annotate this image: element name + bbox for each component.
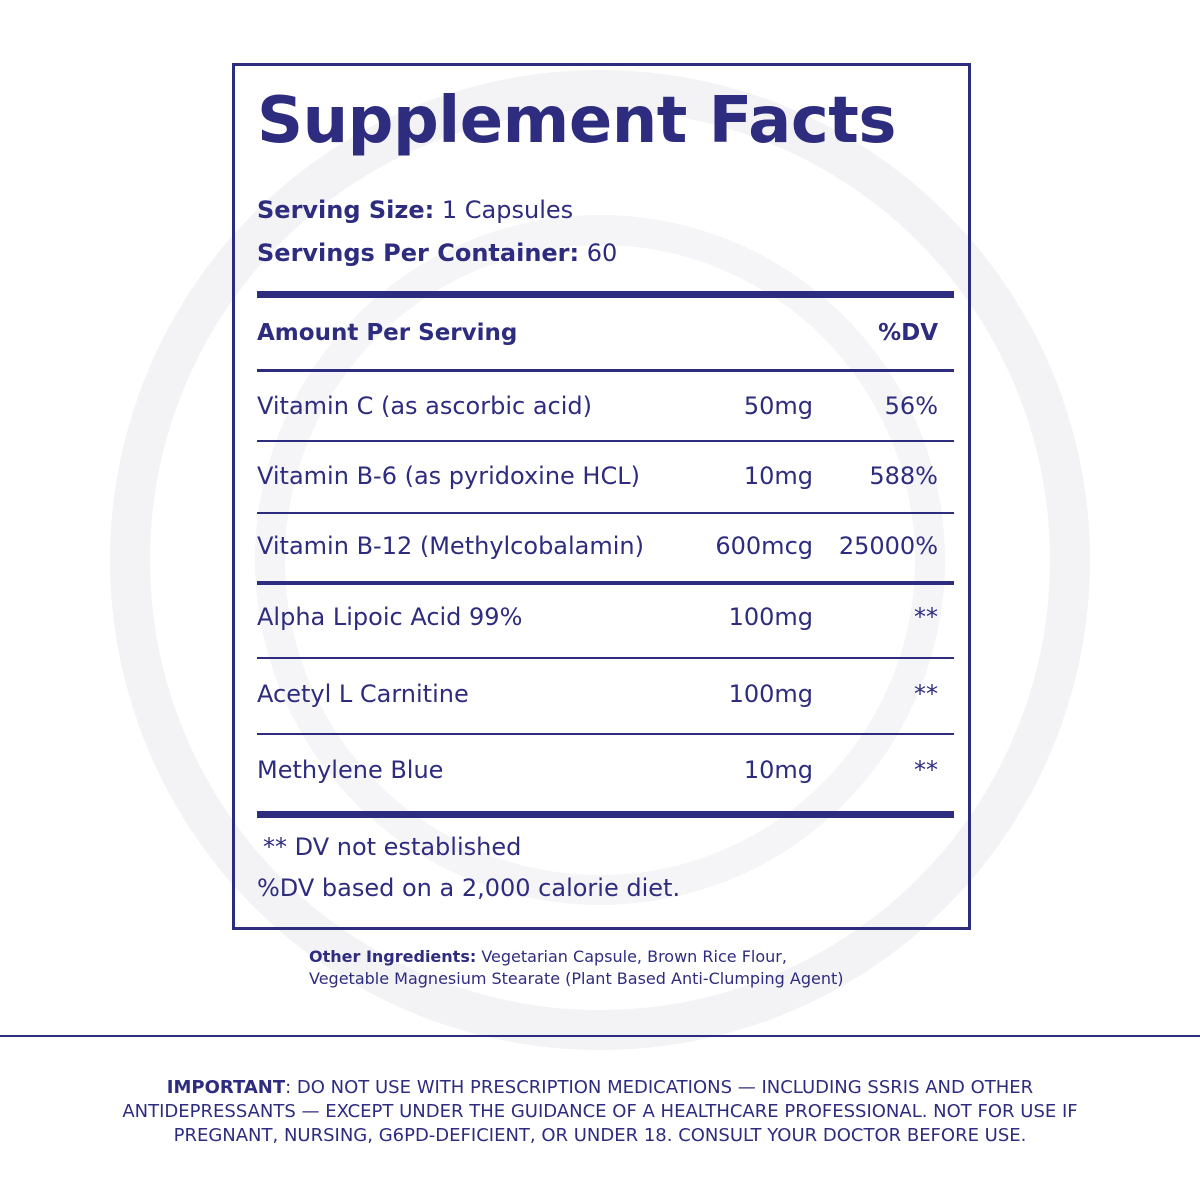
- serving-size-label: Serving Size:: [257, 196, 435, 224]
- ingredient-dv: 588%: [869, 462, 938, 490]
- ingredient-amount: 600mcg: [715, 532, 813, 560]
- dv-header: %DV: [878, 320, 938, 346]
- serving-size: Serving Size: 1 Capsules: [257, 196, 573, 224]
- ingredient-dv: **: [914, 680, 938, 708]
- warning-text: : DO NOT USE WITH PRESCRIPTION MEDICATIO…: [122, 1077, 1078, 1146]
- ingredient-amount: 10mg: [743, 756, 813, 784]
- title: Supplement Facts: [257, 84, 896, 158]
- row-rule: [257, 440, 954, 442]
- servings-value: 60: [586, 239, 618, 267]
- ingredient-name: Alpha Lipoic Acid 99%: [257, 603, 523, 631]
- ingredient-name: Vitamin B-6 (as pyridoxine HCL): [257, 462, 640, 490]
- ingredient-name: Acetyl L Carnitine: [257, 680, 469, 708]
- other-ingredients: Other Ingredients: Vegetarian Capsule, B…: [309, 946, 844, 990]
- ingredient-name: Vitamin C (as ascorbic acid): [257, 392, 593, 420]
- ingredient-dv: **: [914, 756, 938, 784]
- thick-rule: [257, 581, 954, 585]
- warning: IMPORTANT: DO NOT USE WITH PRESCRIPTION …: [90, 1076, 1110, 1148]
- thick-rule: [257, 291, 954, 298]
- warning-label: IMPORTANT: [166, 1077, 286, 1098]
- ingredient-amount: 100mg: [728, 680, 813, 708]
- row-rule: [257, 512, 954, 514]
- separator: [0, 1035, 1200, 1037]
- ingredient-dv: **: [914, 603, 938, 631]
- ingredient-amount: 100mg: [728, 603, 813, 631]
- ingredient-amount: 50mg: [743, 392, 813, 420]
- servings-per-container: Servings Per Container: 60: [257, 239, 617, 267]
- ingredient-dv: 56%: [884, 392, 938, 420]
- thick-rule: [257, 811, 954, 818]
- footnote: %DV based on a 2,000 calorie diet.: [257, 874, 681, 902]
- row-rule: [257, 733, 954, 735]
- amount-header: Amount Per Serving: [257, 320, 518, 346]
- ingredient-dv: 25000%: [838, 532, 938, 560]
- other-ingredients-line: Vegetarian Capsule, Brown Rice Flour,: [481, 947, 787, 966]
- ingredient-name: Vitamin B-12 (Methylcobalamin): [257, 532, 644, 560]
- servings-label: Servings Per Container:: [257, 239, 580, 267]
- ingredient-amount: 10mg: [743, 462, 813, 490]
- facts-panel: Supplement Facts Serving Size: 1 Capsule…: [232, 63, 971, 930]
- row-rule: [257, 657, 954, 659]
- footnote: ** DV not established: [263, 833, 522, 861]
- other-ingredients-label: Other Ingredients:: [309, 947, 477, 966]
- other-ingredients-line: Vegetable Magnesium Stearate (Plant Base…: [309, 969, 844, 988]
- serving-size-value: 1 Capsules: [441, 196, 574, 224]
- header-rule: [257, 369, 954, 372]
- ingredient-name: Methylene Blue: [257, 756, 444, 784]
